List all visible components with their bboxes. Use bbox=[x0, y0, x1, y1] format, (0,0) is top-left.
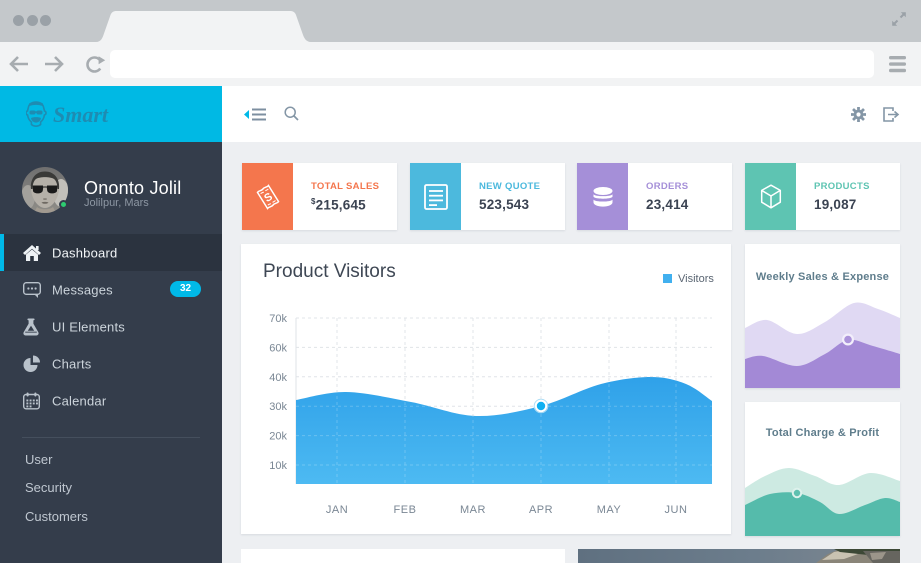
svg-text:APR: APR bbox=[529, 504, 553, 516]
svg-text:30k: 30k bbox=[269, 401, 287, 413]
svg-text:Smart: Smart bbox=[53, 102, 109, 127]
svg-text:40k: 40k bbox=[269, 372, 287, 384]
svg-text:JUN: JUN bbox=[665, 504, 688, 516]
svg-text:JAN: JAN bbox=[326, 504, 348, 516]
svg-text:10k: 10k bbox=[269, 460, 287, 472]
svg-text:MAR: MAR bbox=[460, 504, 486, 516]
svg-text:MAY: MAY bbox=[597, 504, 622, 516]
svg-text:FEB: FEB bbox=[394, 504, 417, 516]
svg-text:70k: 70k bbox=[269, 313, 287, 325]
svg-text:20k: 20k bbox=[269, 431, 287, 443]
svg-text:60k: 60k bbox=[269, 342, 287, 354]
